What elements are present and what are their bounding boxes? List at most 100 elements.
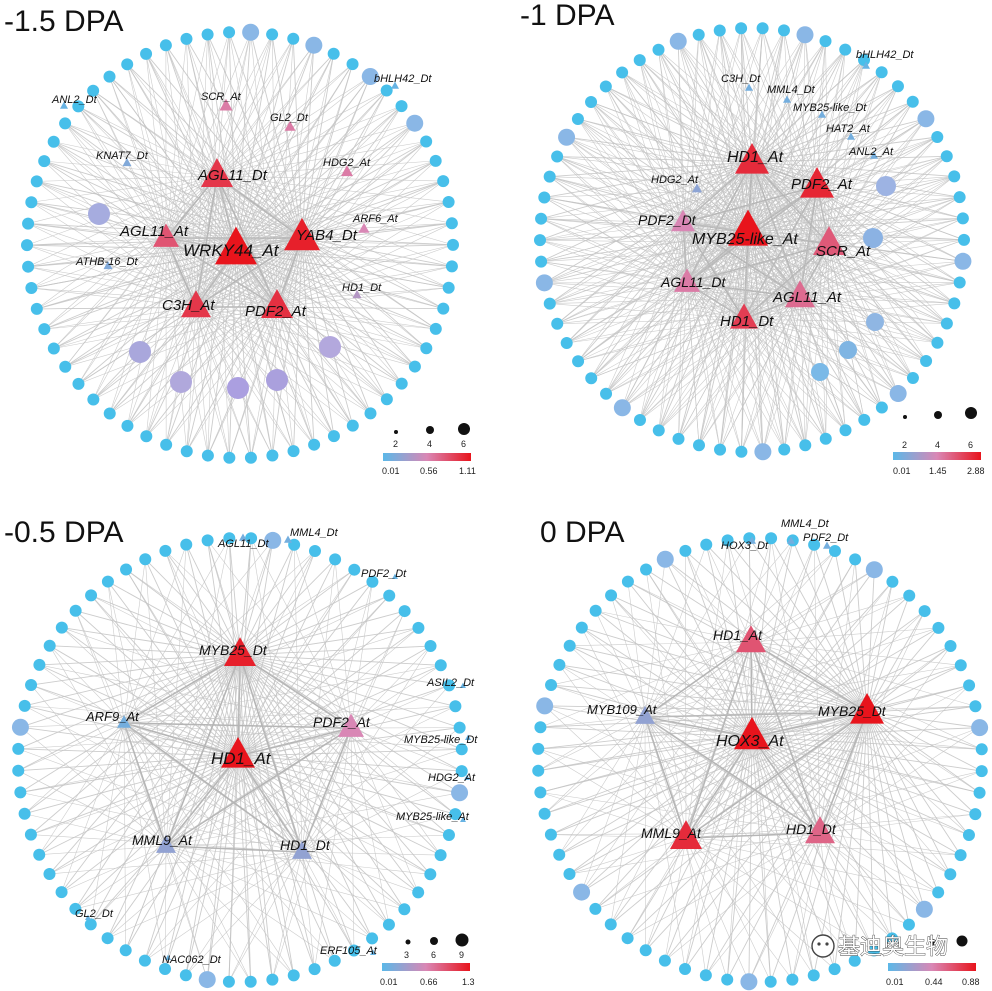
network-edge [164, 44, 237, 251]
network-edge [761, 27, 830, 245]
network-edge [61, 626, 352, 729]
network-edge [816, 185, 938, 344]
hub-label-c3h-at: C3H_At [162, 297, 215, 314]
network-edge [698, 34, 830, 245]
network-edge [24, 654, 241, 815]
ring-gene-node [442, 195, 455, 208]
legend-minus-1-5-dpa: 2 4 6 0.01 0.56 1.11 [382, 423, 476, 476]
network-edge [276, 44, 315, 308]
legend-size-dot-small [405, 939, 411, 945]
tf-node-scr-at [219, 98, 233, 111]
network-edge [549, 222, 684, 304]
network-edge [165, 249, 237, 446]
network-edge [93, 175, 218, 400]
legend-scale-label: 1.3 [462, 977, 475, 987]
network-edge [686, 282, 785, 450]
network-edge [698, 318, 745, 446]
network-edge [61, 722, 125, 893]
ring-gene-node [535, 274, 553, 292]
network-edge [216, 175, 295, 452]
network-edge [145, 53, 218, 177]
ring-gene-node [101, 575, 114, 588]
panel-title: 0 DPA [540, 516, 624, 549]
hub-label-agl11-dt: AGL11_Dt [660, 274, 726, 290]
ring-gene-node [25, 196, 38, 209]
ring-gene-node [180, 32, 193, 45]
hub-node-hd1-dt [730, 303, 758, 329]
network-edge [109, 76, 278, 308]
network-edge [682, 101, 914, 224]
ring-gene-node [437, 175, 450, 188]
network-edge [195, 306, 335, 437]
network-edge [622, 282, 688, 409]
network-edge [237, 755, 450, 836]
hub-label-pdf2-dt: PDF2_Dt [638, 212, 697, 228]
network-edge [38, 663, 352, 729]
ring-gene-node [656, 550, 674, 568]
network-edge [43, 160, 197, 308]
network-edge [276, 306, 444, 311]
ring-gene-node [22, 260, 35, 273]
ring-gene-node [287, 969, 300, 982]
network-edge [639, 222, 684, 421]
network-edge [195, 306, 416, 368]
ring-gene-node [159, 544, 172, 557]
legend-size-dot-medium [430, 937, 438, 945]
ring-gene-node [55, 886, 68, 899]
legend-scale-label: 0.01 [382, 466, 400, 476]
gene-node-large [319, 336, 341, 358]
tf-node-myb25-like-dt [818, 110, 826, 118]
network-edge [816, 185, 927, 362]
network-edge [549, 176, 745, 320]
network-edge [782, 29, 801, 298]
network-edge [36, 306, 278, 311]
network-edge [566, 161, 753, 344]
tf-node-c3h-dt [745, 83, 753, 91]
network-edge [216, 175, 453, 225]
network-edge [719, 30, 830, 245]
network-edge [237, 747, 463, 757]
network-edge [544, 716, 646, 815]
ring-gene-node [308, 963, 321, 976]
ring-gene-node [406, 114, 424, 132]
ring-gene-node [713, 24, 726, 37]
ring-gene-node [201, 534, 214, 547]
ring-gene-node [59, 117, 72, 130]
network-edge [676, 40, 684, 224]
network-edge [682, 222, 899, 394]
network-edge [828, 59, 866, 245]
network-edge [123, 722, 431, 875]
ring-gene-node [14, 786, 27, 799]
ring-gene-node [327, 430, 340, 443]
network-edge [205, 654, 241, 981]
hub-edge [750, 641, 868, 713]
network-edge [108, 76, 303, 239]
network-edge [227, 537, 241, 656]
ring-gene-node [786, 973, 799, 986]
network-edge [828, 243, 866, 421]
network-edge [658, 318, 745, 431]
network-edge [540, 217, 684, 224]
ring-gene-node [778, 443, 791, 456]
network-edge [165, 237, 444, 310]
tf-label-gl2-dt: GL2_Dt [270, 112, 309, 124]
network-edge [30, 654, 241, 687]
tf-label-hdg2-at: HDG2_At [323, 157, 371, 169]
network-edge [577, 118, 684, 224]
network-edge [751, 161, 961, 283]
network-edge [799, 136, 938, 298]
network-edge [743, 318, 827, 440]
ring-gene-node [120, 563, 133, 576]
network-edge [143, 654, 241, 962]
network-edge [207, 539, 352, 729]
network-edge [235, 53, 335, 251]
network-edge [799, 218, 964, 298]
gene-node-large [170, 371, 192, 393]
legend-scale-label: 0.01 [380, 977, 398, 987]
ring-gene-node [121, 419, 134, 432]
tf-label-bhlh42-dt: bHLH42_Dt [374, 73, 432, 85]
network-edge [686, 27, 743, 284]
panel-title: -1.5 DPA [4, 5, 124, 38]
network-edge [165, 306, 278, 446]
edge-layer [17, 537, 463, 983]
